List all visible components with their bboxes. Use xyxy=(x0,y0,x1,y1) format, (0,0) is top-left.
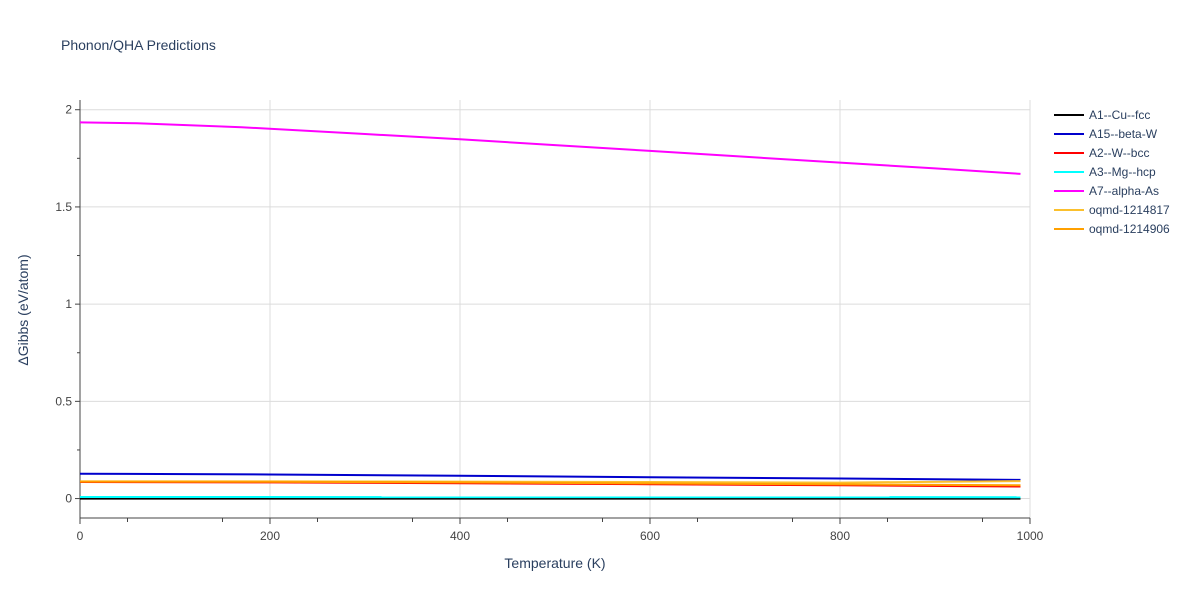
y-axis-title: ΔGibbs (eV/atom) xyxy=(15,254,31,365)
chart-title: Phonon/QHA Predictions xyxy=(61,37,216,53)
legend-label-a1-cu-fcc: A1--Cu--fcc xyxy=(1089,108,1150,122)
y-tick-label: 1.5 xyxy=(55,200,72,214)
grid-layer xyxy=(80,100,1031,518)
x-tick-label: 600 xyxy=(640,529,660,543)
legend-label-a15-beta-w: A15--beta-W xyxy=(1089,127,1158,141)
series-line-a15-beta-w xyxy=(79,472,1021,481)
axes-layer: 0 200 400 600 800 1000 0 0.5 1 1.5 2 xyxy=(55,100,1044,543)
x-tick-label: 200 xyxy=(260,529,280,543)
x-tick-label: 0 xyxy=(77,529,84,543)
x-tick-label: 400 xyxy=(450,529,470,543)
series-layer xyxy=(79,121,1021,500)
legend-label-oqmd-1214906: oqmd-1214906 xyxy=(1089,222,1170,236)
series-line-oqmd-1214906 xyxy=(79,480,1021,487)
legend-label-a7-alpha-as: A7--alpha-As xyxy=(1089,184,1159,198)
y-tick-label: 1 xyxy=(65,297,72,311)
legend-label-a2-w-bcc: A2--W--bcc xyxy=(1089,146,1149,160)
x-axis-title: Temperature (K) xyxy=(504,555,605,571)
y-tick-label: 0 xyxy=(65,492,72,506)
legend-label-oqmd-1214817: oqmd-1214817 xyxy=(1089,203,1170,217)
y-tick-label: 0.5 xyxy=(55,394,72,408)
legend-label-a3-mg-hcp: A3--Mg--hcp xyxy=(1089,165,1156,179)
x-tick-label: 800 xyxy=(830,529,850,543)
legend: A1--Cu--fcc A15--beta-W A2--W--bcc A3--Mg--… xyxy=(1054,108,1170,236)
x-tick-label: 1000 xyxy=(1017,529,1044,543)
series-line-a7-alpha-as xyxy=(79,121,1021,175)
y-tick-label: 2 xyxy=(65,103,72,117)
